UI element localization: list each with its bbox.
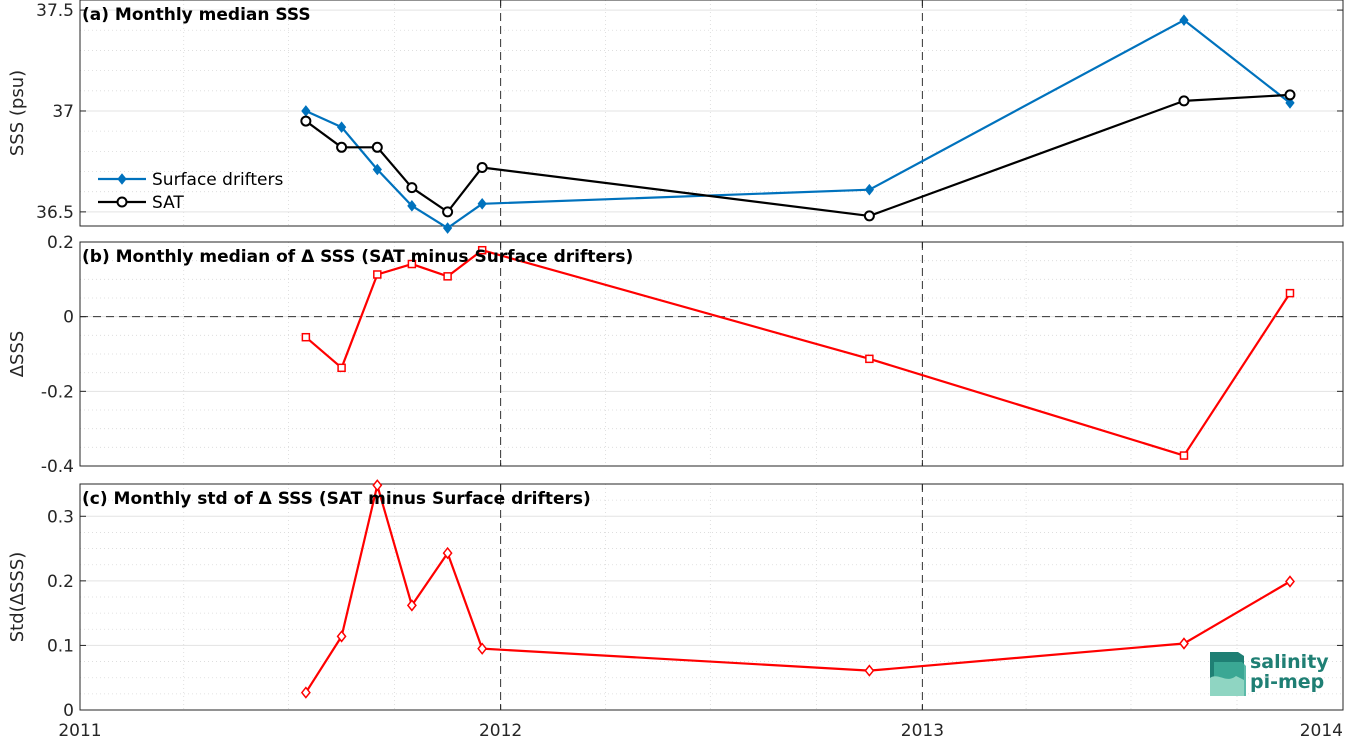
pimep-logo-text: salinity pi-mep — [1250, 652, 1329, 692]
data-point — [336, 141, 348, 153]
data-point — [442, 546, 453, 560]
axes-box — [79, 483, 1344, 711]
data-point — [337, 363, 346, 373]
legend-label: Surface drifters — [152, 170, 283, 190]
logo-line2: pi-mep — [1250, 671, 1325, 693]
panel-a: 36.5 37 37.5 SSS (psu) (a) Monthly median SS… — [7, 0, 1344, 234]
y-tick-label: 0.2 — [47, 572, 74, 592]
panel-b: -0.4 -0.2 0 0.2 ΔSSS (b) Monthly median of Δ … — [7, 233, 1344, 477]
y-tick-label: 0.1 — [47, 636, 74, 656]
data-point — [864, 664, 875, 677]
x-tick-label: 2011 — [58, 721, 101, 738]
y-tick-label: 0.3 — [47, 507, 74, 527]
y-tick-label: -0.2 — [41, 382, 74, 402]
data-point — [443, 272, 452, 281]
data-point — [372, 479, 383, 492]
data-point — [477, 245, 487, 255]
data-point — [1179, 637, 1189, 650]
legend: Surface drifters SAT — [98, 170, 283, 213]
logo-line1: salinity — [1250, 651, 1329, 673]
axes-box — [79, 241, 1344, 467]
data-point — [442, 222, 453, 234]
legend-label: SAT — [152, 193, 184, 213]
legend-marker — [116, 196, 128, 208]
data-point — [863, 210, 875, 222]
data-point — [1179, 14, 1189, 26]
y-tick-label: 0 — [63, 308, 74, 328]
data-point — [300, 115, 312, 127]
data-point — [864, 183, 875, 196]
y-tick-label: -0.4 — [41, 457, 74, 477]
y-axis-label: SSS (psu) — [7, 70, 28, 156]
series-1 — [301, 14, 1295, 234]
data-point — [1284, 89, 1296, 101]
series-2 — [300, 89, 1296, 222]
panel-title: (a) Monthly median SSS — [82, 5, 311, 25]
pimep-logo-icon — [1210, 652, 1246, 696]
panel-c: 0 0.1 0.2 0.3 2011 2012 2013 2014 Std(ΔSSS) (c) M… — [7, 479, 1344, 738]
x-tick-label: 2012 — [479, 721, 522, 738]
data-point — [406, 599, 417, 612]
axes-box — [79, 0, 1344, 227]
y-tick-label: 36.5 — [36, 203, 74, 223]
data-point — [371, 141, 383, 153]
data-point — [865, 354, 874, 364]
data-point — [407, 259, 417, 269]
y-tick-label: 37.5 — [36, 1, 74, 21]
series-1 — [300, 479, 1295, 699]
plot-area — [80, 242, 1343, 466]
y-axis-label: ΔSSS — [7, 331, 28, 378]
data-point — [477, 198, 487, 210]
data-point — [300, 686, 311, 699]
data-point — [336, 630, 347, 643]
data-point — [1285, 575, 1295, 588]
data-point — [372, 163, 382, 176]
data-point — [1179, 451, 1189, 460]
legend-marker — [117, 173, 127, 185]
panel-title: (c) Monthly std of Δ SSS (SAT minus Surf… — [82, 489, 591, 509]
data-point — [1178, 95, 1190, 107]
x-tick-label: 2013 — [901, 721, 944, 738]
plot-area — [80, 0, 1343, 226]
data-point — [1285, 288, 1295, 298]
data-point — [301, 332, 311, 342]
y-tick-label: 0.2 — [47, 233, 74, 253]
data-point — [442, 206, 454, 218]
x-tick-label: 2014 — [1300, 721, 1343, 738]
panel-title: (b) Monthly median of Δ SSS (SAT minus S… — [82, 247, 633, 267]
plot-area — [80, 484, 1343, 710]
data-point — [373, 270, 382, 279]
series-1 — [301, 245, 1295, 460]
data-point — [407, 200, 417, 212]
y-tick-label: 0 — [63, 701, 74, 721]
data-point — [476, 161, 488, 173]
data-point — [1285, 97, 1295, 109]
y-axis-label: Std(ΔSSS) — [7, 552, 28, 643]
data-point — [336, 121, 347, 133]
data-point — [477, 642, 488, 655]
data-point — [406, 182, 418, 194]
y-tick-label: 37 — [52, 102, 74, 122]
